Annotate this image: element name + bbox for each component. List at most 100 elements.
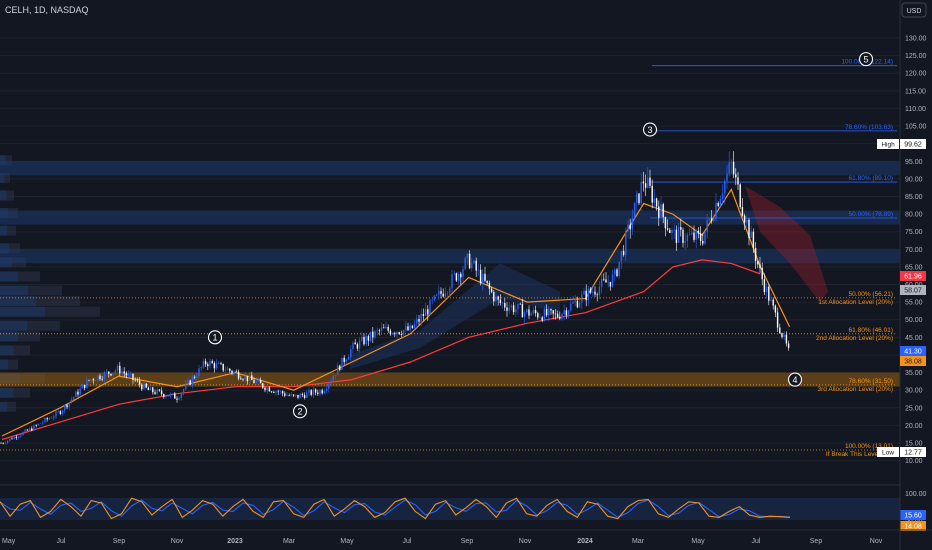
candle-body [688, 234, 691, 235]
candle-body [576, 300, 579, 308]
candle-body [440, 291, 442, 294]
ema-slow-line [1, 259, 761, 441]
price-tick: 50.00 [905, 317, 923, 324]
candle-body [691, 232, 693, 235]
candle-body [149, 387, 152, 391]
candle-body [339, 365, 341, 371]
candle-body [385, 326, 387, 329]
candle-body [59, 411, 62, 415]
candle-body [394, 333, 396, 335]
candle-body [391, 333, 394, 335]
candle-body [213, 363, 216, 369]
candle-body [732, 161, 735, 175]
candle-body [24, 429, 26, 433]
candle-body [33, 425, 35, 431]
candle-body [554, 313, 557, 315]
volume-profile-bar [0, 306, 100, 317]
candle-body [237, 371, 240, 379]
candle-body [600, 278, 603, 287]
candle-body [88, 379, 90, 381]
candle-body [719, 198, 722, 207]
candle-body [130, 373, 132, 375]
wave-label-circle [787, 372, 803, 387]
price-tick: 70.00 [905, 247, 923, 254]
candle-body [539, 317, 541, 318]
candle-body [253, 379, 255, 384]
candle-body [506, 307, 508, 311]
zone [0, 372, 900, 387]
candle-body [81, 384, 84, 389]
price-tick: 20.00 [905, 423, 923, 430]
candle-body [380, 327, 383, 331]
candle-body [515, 309, 517, 313]
candle-body [66, 404, 68, 408]
time-tick: Nov [870, 538, 883, 545]
candle-body [286, 395, 288, 396]
candle-body [332, 376, 334, 381]
candle-body [451, 273, 453, 289]
candle-body [420, 314, 422, 322]
oscillator-badge [900, 510, 926, 520]
candle-body [132, 373, 134, 380]
volume-profile-bar [0, 359, 18, 370]
oscillator-badge-text: 14.08 [904, 524, 922, 531]
zone [0, 249, 900, 264]
price-tick: 15.00 [905, 441, 923, 448]
candle-body [248, 375, 251, 382]
candles [0, 151, 790, 445]
time-tick: Nov [519, 538, 532, 545]
candle-body [435, 294, 438, 296]
candle-body [468, 253, 471, 269]
price-tick: 95.00 [905, 159, 923, 166]
candle-body [156, 389, 158, 394]
candle-body [50, 418, 53, 419]
ema-fast-line [1, 188, 791, 437]
candle-body [152, 387, 154, 393]
candle-body [638, 193, 640, 204]
volume-profile-bar [0, 243, 9, 254]
candle-body [336, 365, 339, 376]
candle-body [574, 300, 576, 303]
candle-body [376, 330, 378, 332]
wave-label: 1 [212, 333, 217, 343]
candle-body [42, 422, 44, 424]
time-axis[interactable]: May Jul Sep Nov 2023 Mar May Jul Sep Nov 2024 Mar Ma… [0, 529, 932, 545]
time-tick: May [2, 538, 16, 545]
candle-body [761, 268, 763, 280]
candle-body [160, 390, 163, 395]
candle-body [244, 375, 246, 380]
candle-body [631, 218, 634, 230]
time-tick: Mar [283, 538, 296, 545]
candle-body [427, 309, 429, 315]
candle-body [605, 279, 607, 283]
candle-body [706, 219, 708, 232]
candle-body [431, 300, 433, 301]
candle-body [713, 218, 715, 221]
candle-body [499, 299, 502, 303]
volume-profile-bar [0, 271, 40, 282]
candle-body [541, 317, 543, 321]
candle-body [105, 371, 108, 373]
candle-body [242, 379, 244, 380]
candle-body [728, 162, 730, 174]
candle-body [424, 309, 427, 316]
candle-body [770, 299, 772, 301]
candle-body [748, 219, 750, 239]
time-tick: 2023 [227, 538, 243, 545]
price-badge-text: 41.30 [904, 349, 922, 356]
candle-body [493, 292, 495, 302]
candle-body [356, 344, 359, 349]
candle-body [490, 288, 493, 293]
candle-body [297, 394, 299, 398]
fib-label: 100.00% (13.01) [845, 443, 893, 450]
currency-button[interactable]: USD [901, 2, 927, 18]
ema-lines [1, 188, 791, 441]
oscillator-badge-text: 15.60 [904, 513, 922, 520]
candle-body [695, 230, 697, 240]
candle-body [433, 295, 436, 301]
price-tick: 45.00 [905, 335, 923, 342]
candle-body [301, 394, 304, 396]
badge-tag [877, 139, 899, 149]
zones [0, 161, 900, 387]
